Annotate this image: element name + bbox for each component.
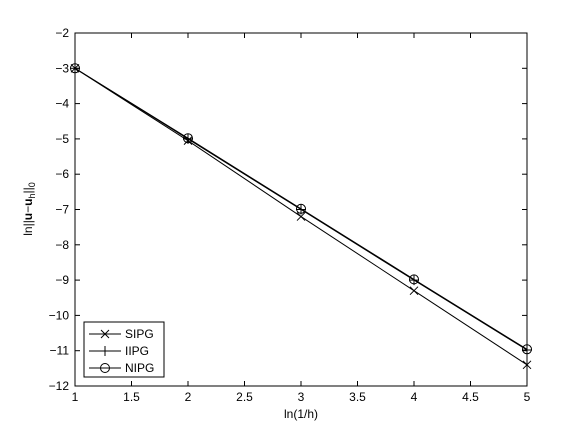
x-tick-label: 5 <box>524 390 531 404</box>
legend-label-nipg: NIPG <box>125 361 154 375</box>
data-point-sipg <box>296 212 306 221</box>
series-layer <box>70 63 532 370</box>
legend: SIPG IIPG NIPG <box>83 321 165 378</box>
y-tick-label: −11 <box>50 344 70 358</box>
y-axis-title: ln||u−uh||0 <box>21 182 37 236</box>
legend-entry-nipg: NIPG <box>89 361 154 375</box>
legend-label-iipg: IIPG <box>125 344 149 358</box>
y-axis-title-norm: || <box>21 187 35 193</box>
series-line-nipg <box>74 67 528 350</box>
legend-marker-sipg <box>100 329 110 339</box>
y-tick-label: −3 <box>55 61 69 75</box>
y-tick-label: −7 <box>55 203 69 217</box>
x-tick-label: 4.5 <box>462 390 479 404</box>
x-tick-label: 2.5 <box>236 390 253 404</box>
x-tick-label: 3.5 <box>349 390 366 404</box>
data-point-sipg <box>522 360 532 370</box>
x-tick-label: 1.5 <box>123 390 140 404</box>
y-tick-label: −10 <box>49 308 70 322</box>
legend-entry-iipg: IIPG <box>89 344 149 358</box>
y-axis-title-zero-subscript: 0 <box>27 182 37 187</box>
series-nipg <box>70 63 532 355</box>
data-point-nipg <box>296 203 306 214</box>
y-tick-label: −5 <box>55 132 69 146</box>
x-axis-title: ln(1/h) <box>284 407 318 421</box>
legend-label-sipg: SIPG <box>125 327 154 341</box>
y-axis-title-prefix: ln|| <box>21 220 35 236</box>
y-tick-label: −6 <box>55 167 69 181</box>
x-tick-label: 3 <box>298 390 305 404</box>
y-tick-label: −12 <box>49 379 70 393</box>
legend-entry-sipg: SIPG <box>89 327 154 341</box>
y-axis-title-h-subscript: h <box>27 193 37 198</box>
data-point-sipg <box>409 286 419 296</box>
data-point-nipg <box>522 344 532 355</box>
y-tick-label: −4 <box>55 97 69 111</box>
data-point-nipg <box>409 274 419 285</box>
legend-marker-nipg <box>100 363 110 373</box>
data-point-nipg <box>183 133 193 144</box>
y-tick-label: −9 <box>55 273 69 287</box>
y-axis-title-u-h: u <box>21 198 35 205</box>
data-point-nipg <box>70 63 80 74</box>
y-tick-label: −2 <box>55 26 69 40</box>
y-axis-title-minus: − <box>21 206 35 213</box>
x-tick-label: 2 <box>185 390 192 404</box>
y-axis-title-u: u <box>21 213 35 220</box>
x-tick-label: 4 <box>411 390 418 404</box>
axis-ticks: 1 1.5 2 2.5 3 3.5 4 4.5 5 −12 −11 −10 −9 −8 −7 −6 −5 −4 −3… <box>49 26 531 404</box>
y-tick-label: −8 <box>55 238 69 252</box>
x-tick-label: 1 <box>72 390 79 404</box>
